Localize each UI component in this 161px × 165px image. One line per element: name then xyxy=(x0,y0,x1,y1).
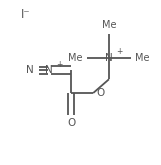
Text: I⁻: I⁻ xyxy=(20,8,30,21)
Text: Me: Me xyxy=(68,53,83,63)
Text: N: N xyxy=(105,53,113,63)
Text: N: N xyxy=(45,65,53,75)
Text: O: O xyxy=(96,88,105,98)
Text: +: + xyxy=(56,60,62,69)
Text: N: N xyxy=(26,65,34,75)
Text: Me: Me xyxy=(102,20,116,30)
Text: +: + xyxy=(116,47,123,56)
Text: O: O xyxy=(67,118,75,128)
Text: Me: Me xyxy=(135,53,150,63)
